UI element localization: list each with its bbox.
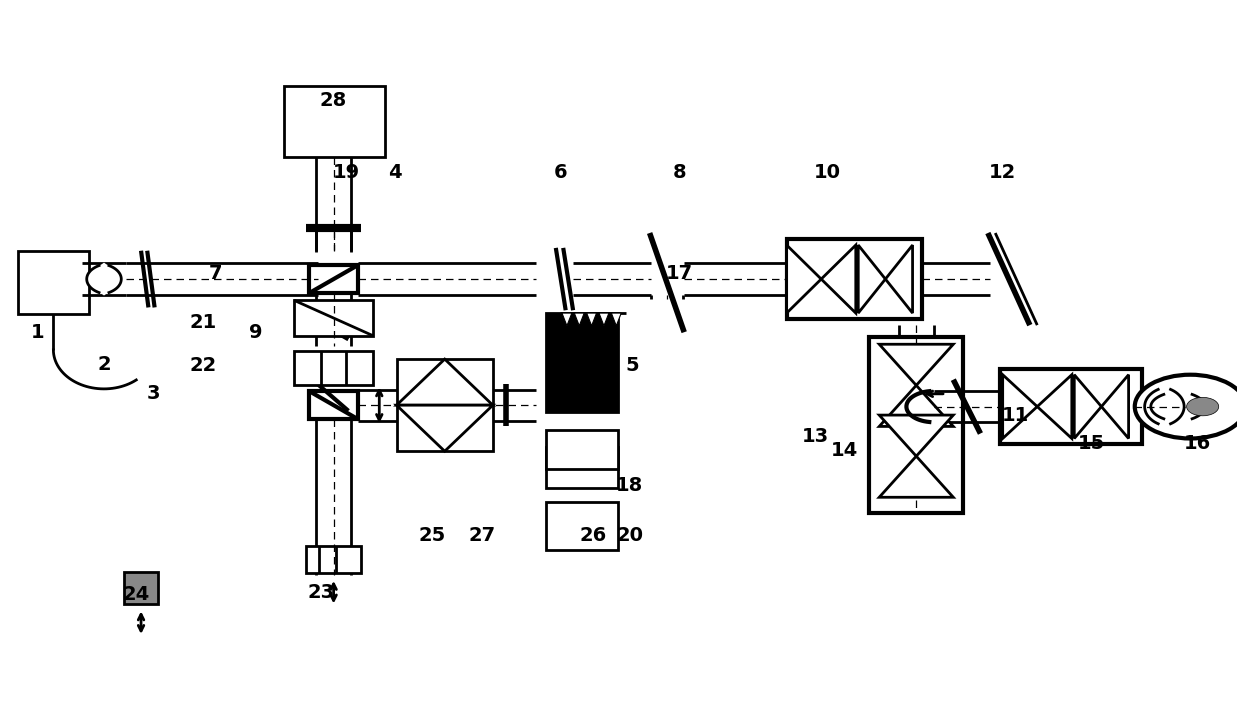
Bar: [294, 351, 373, 386]
Text: 18: 18: [616, 476, 644, 496]
Text: 7: 7: [208, 264, 222, 283]
Bar: [17, 251, 89, 314]
Text: 20: 20: [616, 526, 644, 545]
Polygon shape: [562, 313, 572, 326]
Text: 13: 13: [801, 427, 828, 446]
Polygon shape: [786, 245, 821, 313]
Text: 5: 5: [625, 356, 639, 375]
Bar: [306, 546, 361, 573]
Bar: [1001, 369, 1142, 444]
Text: 15: 15: [1078, 434, 1105, 453]
Bar: [397, 359, 492, 451]
Text: 25: 25: [419, 526, 446, 545]
Polygon shape: [1101, 375, 1128, 438]
Polygon shape: [574, 313, 584, 326]
Polygon shape: [885, 245, 913, 313]
Bar: [309, 265, 358, 293]
Text: 14: 14: [831, 441, 858, 460]
Text: 2: 2: [97, 355, 110, 373]
Bar: [546, 430, 618, 469]
Text: 24: 24: [123, 585, 150, 604]
Polygon shape: [879, 344, 954, 386]
Text: 16: 16: [1184, 434, 1211, 453]
Polygon shape: [879, 456, 954, 497]
Polygon shape: [397, 359, 492, 405]
Text: 10: 10: [813, 164, 841, 182]
Text: 23: 23: [308, 583, 335, 602]
Bar: [124, 572, 159, 603]
Text: 11: 11: [1002, 406, 1029, 425]
Polygon shape: [599, 313, 609, 326]
Text: 12: 12: [990, 164, 1017, 182]
Text: 4: 4: [388, 164, 402, 182]
Text: 26: 26: [579, 526, 606, 545]
Bar: [309, 391, 358, 419]
Bar: [869, 337, 963, 513]
Text: 22: 22: [190, 356, 217, 375]
Bar: [284, 86, 386, 157]
Polygon shape: [82, 263, 126, 295]
Text: 8: 8: [672, 164, 686, 182]
Text: 1: 1: [31, 323, 45, 342]
Text: 28: 28: [320, 91, 347, 110]
Polygon shape: [611, 313, 621, 326]
Polygon shape: [587, 313, 596, 326]
Polygon shape: [858, 245, 885, 313]
Text: 6: 6: [554, 164, 568, 182]
Polygon shape: [821, 245, 856, 313]
Text: 27: 27: [469, 526, 495, 545]
Bar: [294, 301, 373, 336]
Circle shape: [1135, 375, 1240, 438]
Polygon shape: [1037, 375, 1071, 438]
Polygon shape: [397, 405, 492, 451]
Text: 9: 9: [249, 323, 263, 343]
Polygon shape: [1074, 375, 1101, 438]
Bar: [786, 239, 923, 318]
Bar: [546, 313, 618, 412]
Polygon shape: [879, 386, 954, 426]
Text: 17: 17: [666, 264, 693, 283]
Text: 3: 3: [146, 384, 160, 403]
Circle shape: [899, 412, 934, 432]
Text: 21: 21: [190, 313, 217, 333]
Text: 19: 19: [332, 164, 360, 182]
Bar: [546, 501, 618, 550]
Bar: [546, 447, 618, 488]
Polygon shape: [1003, 375, 1037, 438]
Polygon shape: [879, 415, 954, 456]
Circle shape: [1187, 398, 1219, 416]
